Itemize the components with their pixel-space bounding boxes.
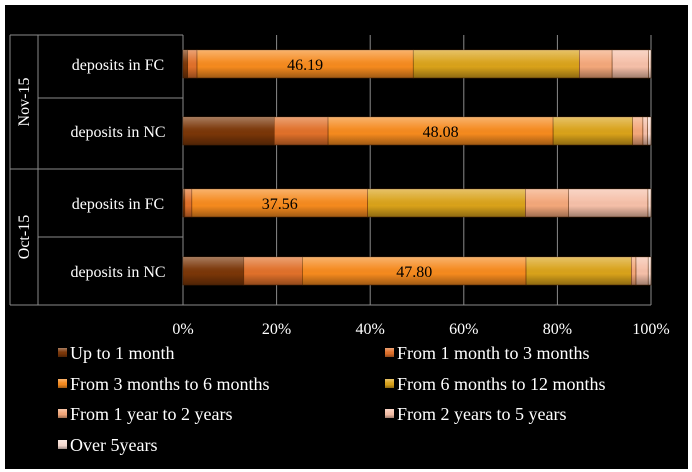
bar-segment-shading: [648, 189, 651, 217]
bar-segment-shading: [642, 117, 648, 145]
bar-segment-shading: [191, 189, 368, 217]
x-tick-label: 0%: [172, 321, 193, 338]
bar-segment-shading: [187, 50, 198, 78]
legend-swatch-shading: [385, 409, 394, 418]
x-tick-label: 20%: [262, 321, 291, 338]
legend-swatch-shading: [58, 409, 67, 418]
bar-segment-shading: [632, 117, 643, 145]
legend-swatch-shading: [58, 440, 67, 449]
bar-segment-shading: [274, 117, 329, 145]
bar-segment-shading: [328, 117, 554, 145]
group-label: Oct-15: [16, 215, 33, 259]
x-tick-label: 40%: [356, 321, 385, 338]
bar-segment-shading: [631, 257, 637, 285]
legend-swatch-shading: [385, 348, 394, 357]
bar-segment-shading: [568, 189, 649, 217]
bar-segment-shading: [183, 50, 188, 78]
category-label: deposits in FC: [72, 196, 164, 213]
bar-segment-shading: [648, 50, 651, 78]
bar-segment-shading: [367, 189, 526, 217]
legend-label: Over 5years: [70, 435, 157, 455]
category-label: deposits in NC: [70, 264, 165, 281]
bar-segment-shading: [579, 50, 613, 78]
data-label: 48.08: [423, 124, 459, 141]
bar-segment-shading: [647, 117, 651, 145]
data-label: 47.80: [396, 264, 432, 281]
category-label: deposits in NC: [70, 124, 165, 141]
legend-swatch-shading: [385, 379, 394, 388]
data-label: 37.56: [262, 196, 298, 213]
bar-segment-shading: [553, 117, 633, 145]
bar-segment-shading: [612, 50, 649, 78]
bar-segment-shading: [413, 50, 580, 78]
legend-label: From 1 month to 3 months: [397, 343, 590, 363]
legend-swatch-shading: [58, 348, 67, 357]
bar-segment-shading: [636, 257, 649, 285]
legend-label: From 1 year to 2 years: [70, 404, 232, 424]
legend-label: From 6 months to 12 months: [397, 374, 606, 394]
bar-segment-shading: [184, 189, 192, 217]
bar-segment-shading: [302, 257, 527, 285]
legend-swatch-shading: [58, 379, 67, 388]
bar-segment-shading: [197, 50, 414, 78]
category-label: deposits in FC: [72, 57, 164, 74]
group-label: Nov-15: [16, 78, 33, 127]
x-tick-label: 80%: [543, 321, 572, 338]
legend-label: From 3 months to 6 months: [70, 374, 270, 394]
legend-label: From 2 years to 5 years: [397, 404, 566, 424]
bar-segment-shading: [526, 257, 632, 285]
bar-segment-shading: [183, 257, 244, 285]
bar-segment-shading: [525, 189, 569, 217]
bar-segment-shading: [648, 257, 651, 285]
x-tick-label: 100%: [632, 321, 669, 338]
legend-label: Up to 1 month: [70, 343, 175, 363]
bar-segment-shading: [243, 257, 303, 285]
data-label: 46.19: [287, 57, 323, 74]
x-tick-label: 60%: [449, 321, 478, 338]
bar-segment-shading: [183, 189, 185, 217]
bar-segment-shading: [183, 117, 275, 145]
